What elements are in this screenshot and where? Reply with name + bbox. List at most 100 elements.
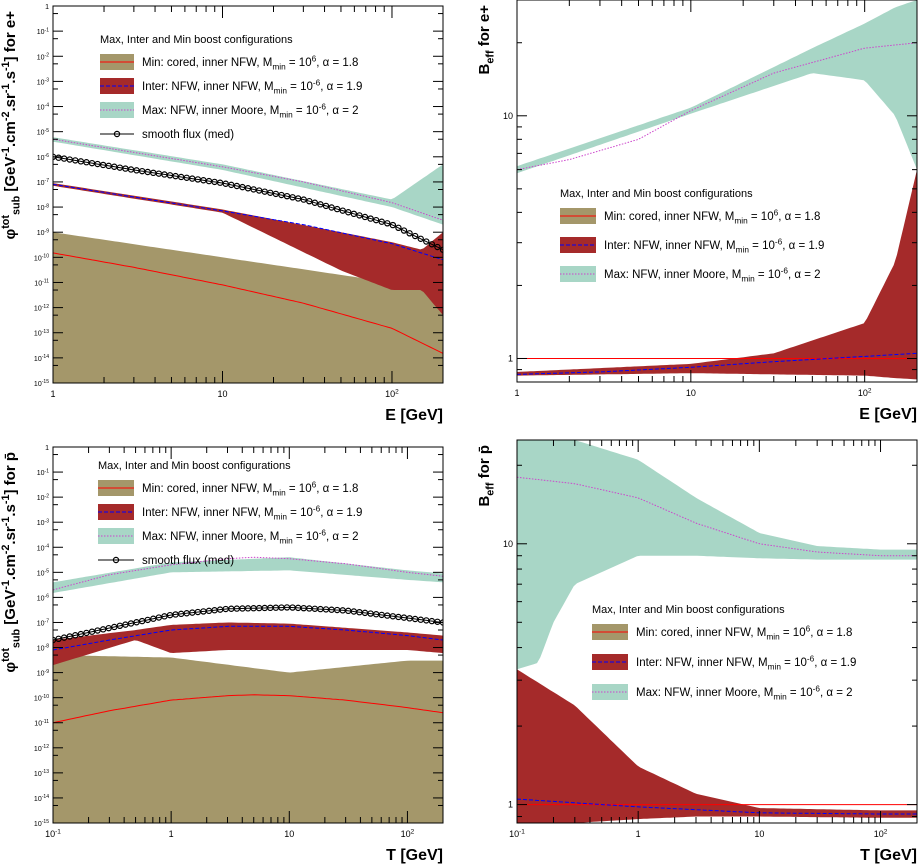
- chart-panel-bottom-right: 10-1​ 1 10 102​ T [GeV] 1 10 Beff​ for p̄ Max, I…: [476, 439, 918, 864]
- x-axis: 1 10 102​ E [GeV]: [514, 0, 918, 423]
- plot-area: [53, 137, 443, 383]
- series-smooth-markers: [53, 153, 443, 253]
- x-tick-label: 102​: [858, 387, 872, 398]
- y-axis-label-group: φtot​sub​ [GeV-1​.cm-2​.sr-1​.s-1​] for …: [0, 11, 23, 240]
- legend-label: Inter: NFW, inner NFW, Mmin​ = 10-6​, α …: [604, 237, 824, 254]
- smooth-marker: [356, 212, 363, 219]
- legend-label: Inter: NFW, inner NFW, Mmin​ = 10-6​, α …: [142, 504, 362, 521]
- legend-label: Max: NFW, inner Moore, Mmin​ = 10-6​, α …: [142, 528, 359, 545]
- smooth-marker: [361, 213, 369, 221]
- y-tick-label: 10-4​: [37, 103, 49, 112]
- legend-label: Max: NFW, inner Moore, Mmin​ = 10-6​, α …: [636, 684, 853, 701]
- band-max: [517, 0, 917, 174]
- legend-marker: [112, 556, 120, 564]
- series-inter-line: [517, 352, 917, 375]
- x-axis-label: T [GeV]: [386, 847, 443, 864]
- legend-item-smooth: smooth flux (med): [98, 555, 234, 567]
- x-tick-label: 1: [50, 389, 55, 399]
- smooth-marker: [417, 235, 424, 242]
- smooth-marker: [322, 202, 330, 210]
- band-inter: [517, 669, 917, 823]
- smooth-marker: [423, 238, 430, 245]
- x-axis: 1 10 102​ E [GeV]: [50, 6, 444, 424]
- plot-frame: [516, 439, 918, 824]
- band-inter: [53, 183, 443, 316]
- plot-area: [517, 0, 917, 380]
- y-tick-label: 10-2​: [37, 52, 49, 61]
- legend-item-max: Max: NFW, inner Moore, Mmin​ = 10-6​, α …: [98, 528, 359, 545]
- x-tick-label: 10: [686, 388, 696, 398]
- y-tick-label: 10-15​: [34, 379, 49, 388]
- y-tick-label: 10-9​: [37, 228, 49, 237]
- legend-item-max: Max: NFW, inner Moore, Mmin​ = 10-6​, α …: [560, 266, 821, 283]
- smooth-marker: [306, 197, 313, 205]
- y-axis: 10-15​ 10-14​ 10-13​ 10-12​ 10-11​ 10-10​ 10-9…: [34, 445, 443, 828]
- plot-area: [53, 556, 443, 823]
- legend-label: Min: cored, inner NFW, Mmin​ = 106​, α =…: [142, 480, 358, 497]
- y-tick-label: 1: [45, 4, 49, 11]
- x-tick-label: 102​: [385, 388, 399, 399]
- y-tick-label: 1: [45, 445, 49, 452]
- legend-label: Min: cored, inner NFW, Mmin​ = 106​, α =…: [636, 624, 852, 641]
- legend-label: Inter: NFW, inner NFW, Mmin​ = 10-6​, α …: [636, 654, 856, 671]
- smooth-marker: [372, 216, 380, 224]
- series-max-line: [517, 42, 917, 171]
- legend-title: Max, Inter and Min boost configurations: [560, 188, 753, 200]
- legend-swatch: [100, 78, 134, 94]
- legend: Max, Inter and Min boost configurations M…: [560, 188, 824, 283]
- band-min: [53, 655, 443, 823]
- smooth-marker: [411, 232, 419, 240]
- y-tick-label: 10-4​: [37, 543, 49, 552]
- series-inter-line: [517, 798, 917, 815]
- y-tick-label: 1: [508, 353, 513, 363]
- legend-item-inter: Inter: NFW, inner NFW, Mmin​ = 10-6​, α …: [98, 504, 362, 521]
- y-tick-label: 10-12​: [34, 304, 49, 313]
- legend: Max, Inter and Min boost configurations M…: [592, 604, 856, 701]
- x-axis: 10-1​ 1 10 102​ T [GeV]: [45, 447, 444, 864]
- y-tick-label: 10-5​: [37, 569, 49, 578]
- legend-item-inter: Inter: NFW, inner NFW, Mmin​ = 10-6​, α …: [592, 654, 856, 671]
- y-tick-label: 10-8​: [37, 203, 49, 212]
- y-tick-label: 1: [508, 800, 513, 810]
- y-tick-label: 10-6​: [37, 594, 49, 603]
- y-tick-label: 10-3​: [37, 78, 49, 87]
- x-tick-label: 1: [514, 388, 519, 398]
- y-tick-label: 10-1​: [37, 468, 49, 477]
- legend-title: Max, Inter and Min boost configurations: [592, 604, 785, 616]
- legend-title: Max, Inter and Min boost configurations: [100, 34, 293, 46]
- smooth-marker: [339, 207, 346, 214]
- y-tick-label: 10: [503, 111, 513, 121]
- x-tick-label: 10: [217, 389, 227, 399]
- legend-item-inter: Inter: NFW, inner NFW, Mmin​ = 10-6​, α …: [560, 237, 824, 254]
- smooth-marker: [367, 215, 374, 222]
- y-tick-label: 10-15​: [34, 819, 49, 828]
- y-tick-label: 10-3​: [37, 518, 49, 527]
- y-tick-label: 10-14​: [34, 354, 49, 363]
- smooth-marker: [300, 196, 307, 203]
- smooth-marker: [406, 230, 413, 237]
- legend-item-min: Min: cored, inner NFW, Mmin​ = 106​, α =…: [560, 208, 820, 225]
- plot-frame: [52, 5, 444, 384]
- y-tick-label: 10-12​: [34, 744, 49, 753]
- y-tick-label: 10-1​: [37, 27, 49, 36]
- y-axis: 1 10: [503, 0, 917, 383]
- smooth-marker: [384, 220, 391, 227]
- y-tick-label: 10-13​: [34, 769, 49, 778]
- band-min: [53, 232, 443, 383]
- x-tick-label: 1: [169, 829, 174, 839]
- y-tick-label: 10-6​: [37, 153, 49, 162]
- smooth-marker: [434, 243, 441, 251]
- legend: Max, Inter and Min boost configurations M…: [98, 460, 362, 567]
- x-axis: 10-1​ 1 10 102​ T [GeV]: [509, 440, 918, 864]
- smooth-marker: [311, 199, 319, 206]
- legend-item-max: Max: NFW, inner Moore, Mmin​ = 10-6​, α …: [100, 102, 359, 119]
- y-tick-label: 10-11​: [34, 719, 49, 728]
- legend-label: Inter: NFW, inner NFW, Mmin​ = 10-6​, α …: [142, 78, 362, 95]
- x-axis-label: T [GeV]: [860, 847, 917, 864]
- smooth-marker: [395, 224, 402, 232]
- y-axis-label: Beff​ for p̄: [476, 445, 497, 507]
- y-axis: 10-15​ 10-14​ 10-13​ 10-12​ 10-11​ 10-10​ 10-9…: [34, 4, 443, 388]
- series-smooth-markers: [53, 604, 443, 644]
- series-smooth-line: [53, 606, 443, 641]
